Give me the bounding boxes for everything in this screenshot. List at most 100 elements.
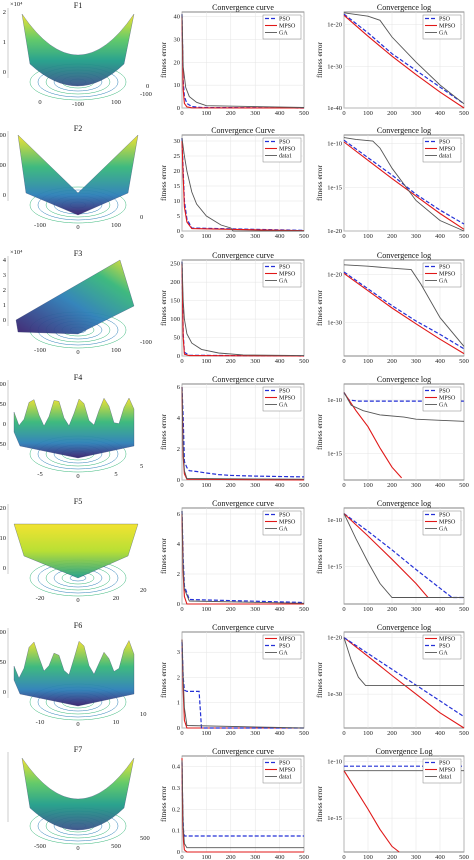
y-tick-label: 1e-20 — [327, 271, 342, 278]
plot-title: Convergence curve — [212, 623, 274, 632]
x-tick-label: 500 — [299, 730, 309, 737]
x-tick-label: 0 — [342, 854, 345, 860]
function-label: F6 — [74, 621, 82, 630]
plot-title: Convergence log — [377, 499, 431, 508]
x-tick-label: 400 — [435, 730, 445, 737]
x-tick-label: 0 — [342, 606, 345, 613]
x-tick-label: 200 — [226, 233, 236, 240]
y-tick-label: 100 — [170, 316, 180, 323]
y-axis-label: fitness error — [159, 413, 168, 450]
legend-box — [422, 510, 462, 536]
series-line-ga — [343, 264, 465, 347]
series-line-pso — [343, 271, 465, 350]
legend-box — [422, 137, 462, 163]
surface-mesh — [15, 259, 135, 335]
series-line-mpso — [343, 637, 465, 729]
z-tick-label: 0 — [3, 192, 6, 199]
legend-label: MPSO — [439, 24, 456, 30]
surface-x-tick: 0 — [76, 473, 79, 480]
surface-y-tick: 0 — [146, 83, 149, 90]
figure-row: 1000050000F2-100010000100200300400500302… — [0, 124, 469, 240]
z-exponent-label: ×10⁴ — [10, 1, 23, 8]
x-tick-label: 500 — [459, 730, 469, 737]
legend-label: PSO — [439, 140, 451, 146]
surface-mesh — [13, 523, 139, 579]
surface-x-tick: 0 — [76, 721, 79, 728]
y-axis-label: fitness error — [315, 661, 324, 698]
x-tick-label: 400 — [275, 730, 285, 737]
legend-label: MPSO — [279, 520, 296, 526]
legend-label: data1 — [279, 775, 292, 781]
legend-label: PSO — [439, 389, 451, 395]
legend-label: GA — [279, 279, 288, 285]
legend-box — [422, 262, 462, 288]
z-tick-label: 0 — [3, 689, 6, 696]
legend-label: data1 — [439, 154, 452, 160]
y-axis-label: fitness error — [159, 661, 168, 698]
legend-box — [422, 386, 462, 412]
plot-title: Convergence curve — [212, 499, 274, 508]
surface-y-tick: 5 — [140, 463, 143, 470]
y-tick-label: 1e-10 — [327, 517, 342, 524]
plot-title: Convergence log — [377, 623, 431, 632]
x-tick-label: 100 — [202, 358, 212, 365]
x-tick-label: 100 — [202, 730, 212, 737]
x-tick-label: 500 — [459, 606, 469, 613]
x-tick-label: 100 — [202, 606, 212, 613]
legend-box — [262, 758, 302, 784]
surface-x-tick: 0 — [76, 845, 79, 852]
y-tick-label: 6 — [177, 384, 181, 391]
y-tick-label: 0 — [177, 849, 180, 856]
y-tick-label: 1e-15 — [327, 564, 342, 571]
legend-label: PSO — [279, 761, 291, 767]
legend-label: PSO — [439, 265, 451, 271]
surface-mesh — [13, 640, 135, 707]
plot-title: Convergence curve — [212, 3, 274, 12]
x-tick-label: 400 — [435, 854, 445, 860]
x-tick-label: 200 — [226, 110, 236, 117]
y-tick-label: 25 — [174, 153, 181, 160]
legend-label: GA — [279, 651, 288, 657]
surface-x-tick: 100 — [111, 347, 121, 354]
x-tick-label: 100 — [363, 482, 373, 489]
series-line-data1 — [343, 137, 465, 232]
series-line-pso — [343, 392, 464, 402]
surface-y-tick: 10 — [140, 711, 147, 718]
series-line-mpso — [343, 272, 465, 355]
legend-label: MPSO — [439, 520, 456, 526]
x-tick-label: 100 — [363, 606, 373, 613]
legend-label: PSO — [279, 389, 291, 395]
surface-mesh — [21, 13, 135, 86]
series-line-ga — [181, 387, 305, 480]
x-tick-label: 400 — [435, 606, 445, 613]
surface-y-tick: 20 — [140, 587, 147, 594]
y-tick-label: 5 — [177, 213, 180, 220]
series-line-ga — [181, 14, 305, 108]
x-tick-label: 200 — [226, 482, 236, 489]
legend-label: GA — [279, 527, 288, 533]
plot-title: Convergence Curve — [211, 126, 275, 135]
z-tick-label: 100 — [0, 381, 6, 388]
legend-label: data1 — [279, 154, 292, 160]
x-tick-label: 200 — [226, 358, 236, 365]
legend-label: GA — [279, 31, 288, 37]
x-tick-label: 100 — [202, 854, 212, 860]
x-tick-label: 300 — [250, 730, 260, 737]
plot-title: Convergence log — [377, 126, 431, 135]
y-tick-label: 0 — [177, 725, 180, 732]
y-tick-label: 10 — [174, 82, 181, 89]
x-tick-label: 500 — [299, 110, 309, 117]
y-tick-label: 1e-40 — [327, 105, 342, 112]
x-tick-label: 300 — [411, 110, 421, 117]
z-tick-label: -50 — [0, 441, 6, 448]
x-tick-label: 200 — [387, 482, 397, 489]
z-tick-label: 2 — [3, 287, 6, 294]
y-tick-label: 0 — [177, 105, 180, 112]
z-exponent-label: ×10⁴ — [10, 249, 23, 256]
y-axis-label: fitness error — [159, 41, 168, 78]
x-tick-label: 300 — [411, 233, 421, 240]
x-tick-label: 500 — [299, 854, 309, 860]
legend-label: PSO — [439, 644, 451, 650]
x-tick-label: 0 — [180, 482, 183, 489]
